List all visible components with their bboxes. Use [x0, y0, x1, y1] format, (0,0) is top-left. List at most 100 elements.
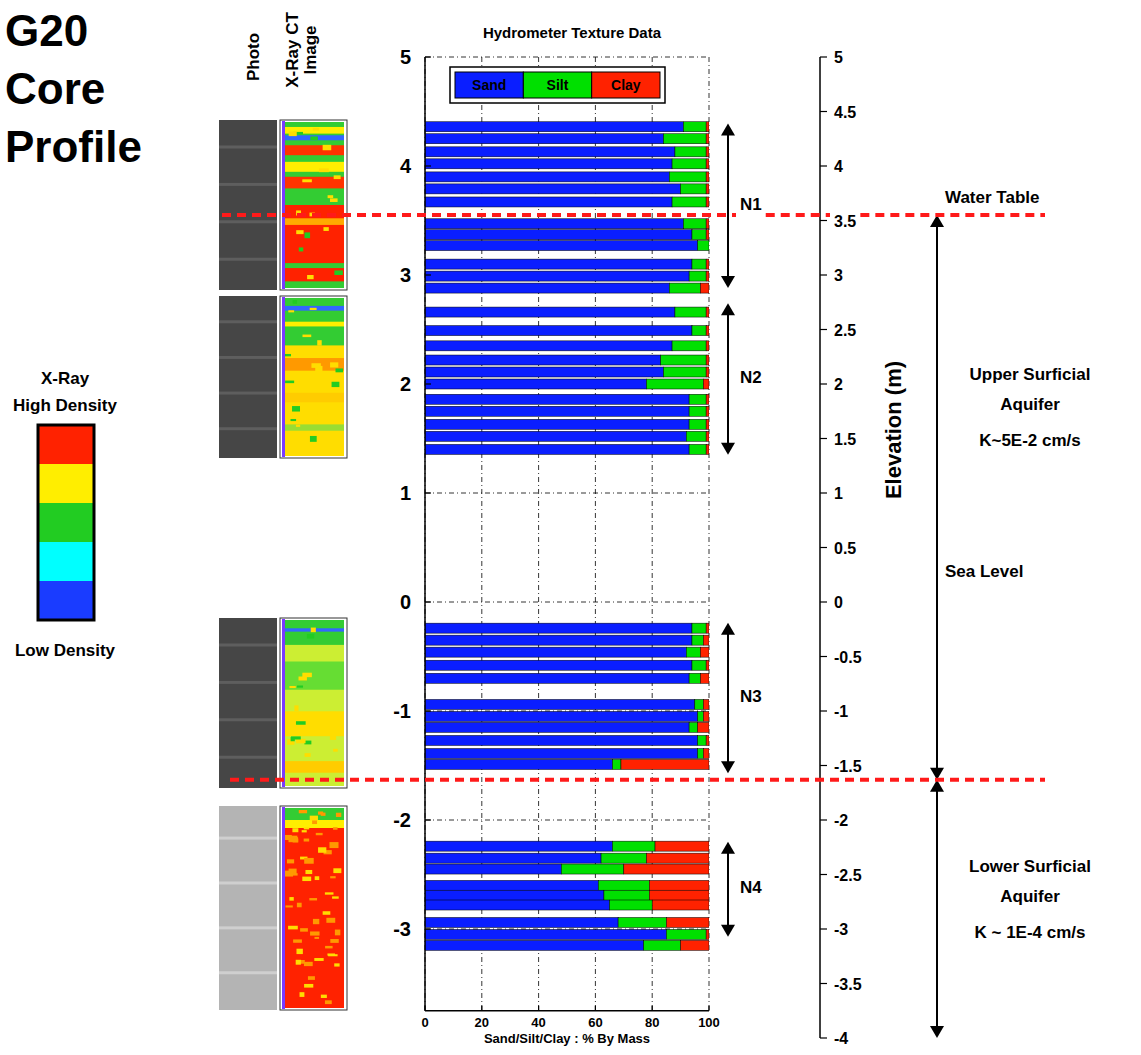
- aquifer-name: Lower SurficialAquifer: [969, 857, 1091, 906]
- text-line: Aquifer: [1000, 887, 1060, 906]
- aquifer-arrow-shaft: [936, 225, 938, 770]
- xray-frame: [280, 296, 347, 458]
- xray-speck: [307, 275, 314, 279]
- unit-label: N2: [740, 368, 762, 387]
- xray-band: [284, 808, 344, 820]
- y-axis-line: [424, 57, 426, 1011]
- core-photo: [219, 120, 277, 290]
- y2-tick: [820, 765, 827, 766]
- bar-sand: [425, 341, 672, 351]
- bar-sand: [425, 759, 612, 769]
- xray-image: [284, 620, 344, 786]
- text-line: Core: [5, 64, 105, 113]
- xray-speck: [300, 928, 308, 931]
- bar-clay: [655, 841, 709, 851]
- xray-speck: [307, 411, 317, 416]
- column-label: Photo: [244, 33, 263, 81]
- xray-image: [284, 808, 344, 1008]
- y-tick-label: 0: [400, 591, 411, 613]
- xray-speck: [302, 335, 311, 338]
- xray-speck: [323, 145, 332, 150]
- bar-sand: [425, 419, 689, 429]
- y2-tick: [820, 165, 827, 166]
- bar-sand: [425, 940, 644, 950]
- xray-speck: [286, 905, 293, 907]
- bar-sand: [425, 890, 604, 900]
- text-line: Photo: [244, 33, 263, 81]
- bar-clay: [649, 880, 709, 890]
- xray-speck: [326, 918, 335, 923]
- bar-sand: [425, 307, 675, 317]
- bar-clay: [624, 864, 709, 874]
- colorbar-cell: [38, 503, 94, 542]
- y2-tick-label: -1: [834, 703, 848, 720]
- bar-sand: [425, 241, 698, 251]
- y2-tick: [820, 329, 827, 330]
- xray-speck: [311, 628, 316, 633]
- xray-edge: [282, 297, 285, 457]
- unit-arrow-shaft: [727, 313, 729, 445]
- unit-arrow-head: [721, 276, 735, 288]
- unit-arrow-head: [721, 842, 735, 854]
- core-photo-band: [219, 926, 277, 929]
- bar-silt: [689, 419, 706, 429]
- xray-speck: [296, 739, 305, 743]
- bar-silt: [672, 197, 706, 207]
- xray-speck: [304, 962, 313, 966]
- xray-speck: [307, 634, 314, 639]
- core-photo-band: [219, 356, 277, 359]
- aquifer-name: Upper SurficialAquifer: [970, 365, 1091, 414]
- bar-clay: [706, 355, 709, 365]
- bar-sand: [425, 172, 669, 182]
- bar-silt: [661, 355, 706, 365]
- xray-band: [284, 628, 344, 631]
- xray-speck: [334, 175, 341, 179]
- xray-speck: [302, 673, 312, 677]
- x-tick-label: 100: [698, 1015, 720, 1030]
- bar-clay: [706, 122, 709, 132]
- bar-silt: [675, 307, 706, 317]
- bar-silt: [689, 673, 700, 683]
- bar-silt: [664, 134, 707, 144]
- bar-silt: [698, 749, 704, 759]
- bar-sand: [425, 699, 695, 709]
- core-photo-band: [219, 427, 277, 430]
- bar-clay: [706, 735, 709, 745]
- xray-band: [284, 145, 344, 155]
- subtitle: Hydrometer Texture Data: [483, 24, 662, 41]
- bar-clay: [706, 444, 709, 454]
- core-photo-band: [219, 881, 277, 884]
- bar-silt: [695, 699, 704, 709]
- figure: G20CoreProfilePhotoX-Ray CTImageX-RayHig…: [0, 0, 1141, 1055]
- y-tick: [425, 819, 431, 820]
- column-label-group: X-Ray CTImage: [283, 12, 320, 88]
- y2-tick-label: 2.5: [834, 322, 856, 339]
- y-tick-label: -3: [393, 918, 411, 940]
- xray-speck: [296, 949, 302, 954]
- xray-speck: [312, 820, 317, 824]
- y2-tick: [820, 547, 827, 548]
- xray-band: [284, 322, 344, 327]
- text-line: X-Ray CT: [283, 12, 302, 88]
- xray-speck: [290, 372, 294, 377]
- bar-clay: [706, 341, 709, 351]
- xray-speck: [310, 436, 317, 442]
- colorbar-low: Low Density: [15, 641, 116, 660]
- xray-speck: [296, 230, 303, 234]
- xray-band: [284, 306, 344, 311]
- core-photo-band: [219, 183, 277, 186]
- xray-speck: [310, 308, 317, 310]
- xray-speck: [304, 232, 310, 238]
- y2-tick-label: 0: [834, 594, 843, 611]
- bar-silt: [689, 406, 706, 416]
- core-photo-band: [219, 320, 277, 323]
- unit-arrow-head: [721, 443, 735, 455]
- bar-clay: [706, 259, 709, 269]
- core-photo: [219, 618, 277, 788]
- bar-sand: [425, 635, 692, 645]
- y2-tick-label: 3: [834, 267, 843, 284]
- x-tick: [708, 1006, 709, 1011]
- bar-silt: [598, 880, 649, 890]
- aquifer-boundary-line-segment: [230, 778, 1045, 782]
- core-photo-band: [219, 837, 277, 840]
